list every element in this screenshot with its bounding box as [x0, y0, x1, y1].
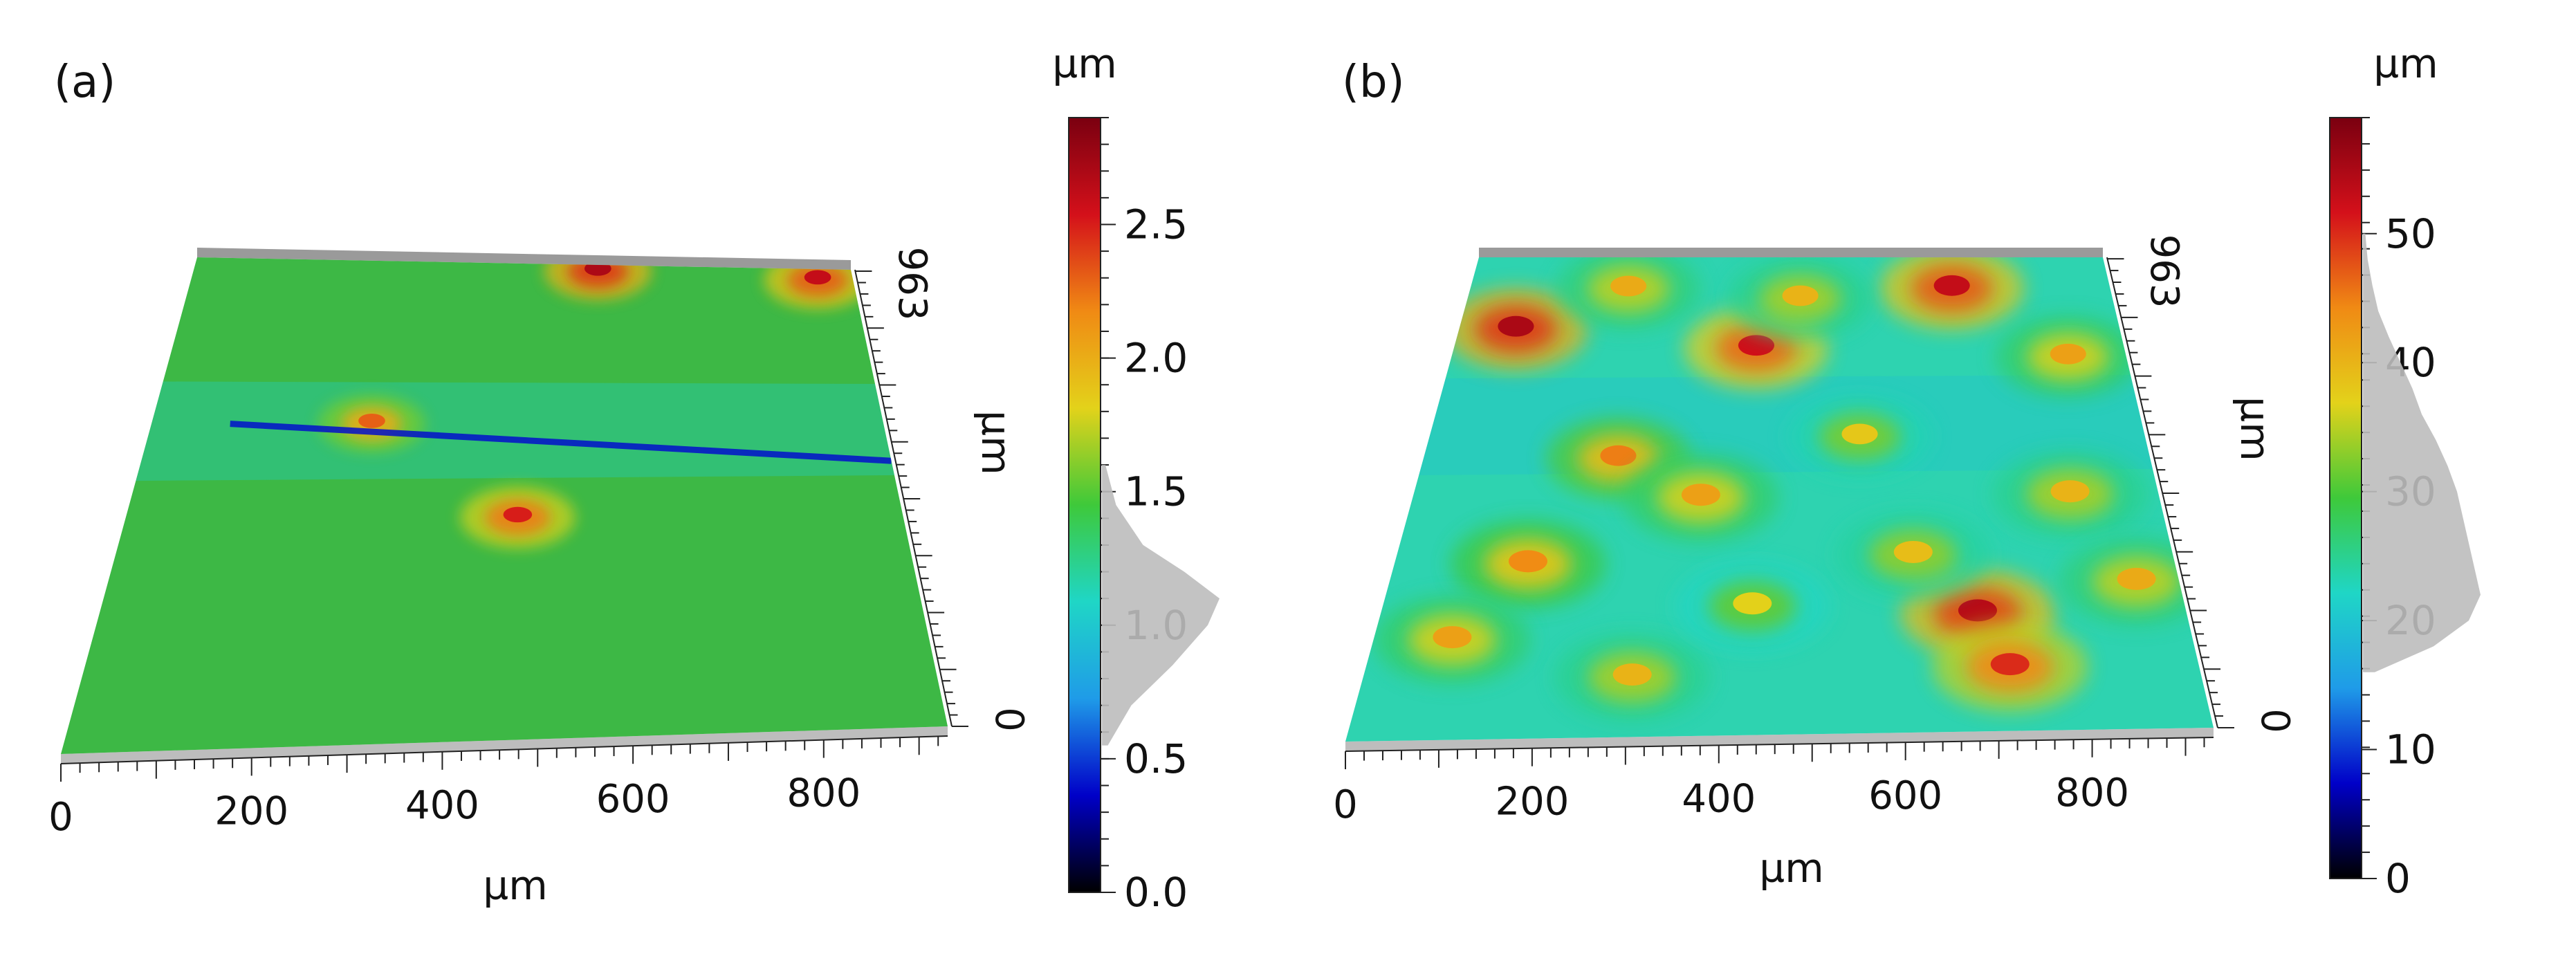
surface-peak-15	[1835, 510, 1991, 599]
surface-peak-16	[1675, 562, 1830, 651]
colorbar-a: µm 0.00.51.01.52.02.5	[1052, 40, 1220, 916]
surface-peak-4	[1932, 623, 2088, 712]
surface-peak-7	[1450, 520, 1606, 609]
surface-front-wall	[61, 726, 948, 764]
x-axis-line	[60, 735, 948, 764]
panel-a: (a) 0 200 400 600 800 µm 0 963 µm µm 0.0 0.5 1.…	[48, 40, 1220, 916]
x-tick-label-600: 600	[1868, 773, 1942, 818]
surface-peak-2	[318, 394, 425, 453]
surface-peak-0	[1444, 288, 1588, 371]
colorbar-a-scale	[1068, 117, 1101, 893]
x-axis-b-label: µm	[1759, 845, 1823, 892]
x-axis-line	[1345, 737, 2214, 752]
surface-peak-9	[1554, 633, 1710, 722]
height-histogram-b	[2363, 233, 2481, 672]
colorbar-a-unit: µm	[1052, 40, 1116, 87]
surface-peak-13	[1996, 315, 2140, 398]
colorbar-tick-1.5: 1.5	[1124, 468, 1188, 515]
colorbar-b-unit: µm	[2373, 40, 2438, 87]
surface-tone-band	[136, 381, 895, 481]
depth-tick-label-0: 0	[2252, 708, 2297, 733]
surface-back-wall	[197, 248, 851, 270]
surface-peak-14	[1556, 257, 1701, 330]
colorbar-tick-50: 50	[2385, 210, 2436, 257]
x-tick-label-0: 0	[48, 795, 73, 840]
x-tick-label-800: 800	[2055, 771, 2129, 816]
x-axis-b: 0 200 400 600 800	[1333, 737, 2214, 827]
depth-axis-b-label: µm	[2232, 396, 2279, 461]
depth-tick-label-0: 0	[986, 707, 1031, 732]
surface-peak-0	[544, 257, 652, 300]
depth-axis-b: 0 963	[2106, 235, 2297, 733]
x-tick-label-200: 200	[1495, 780, 1569, 825]
panel-a-label: (a)	[54, 57, 116, 108]
colorbar-tick-10: 10	[2385, 726, 2436, 773]
colorbar-b-scale	[2329, 117, 2362, 879]
x-tick-label-0: 0	[1333, 782, 1358, 827]
surface-peak-12	[1728, 257, 1873, 340]
x-axis-a-label: µm	[483, 862, 547, 909]
height-histogram-a	[1102, 465, 1220, 746]
x-tick-label-400: 400	[1682, 776, 1756, 821]
surface-peak-6	[1623, 453, 1778, 542]
x-tick-label-400: 400	[405, 783, 479, 828]
surface-peak-8	[1374, 596, 1530, 685]
surface-peak-11	[1787, 395, 1932, 478]
height-histogram-area	[2363, 233, 2481, 672]
surface-peak-10	[1992, 450, 2148, 539]
depth-tick-label-963: 963	[890, 247, 935, 321]
colorbar-tick-2.0: 2.0	[1124, 335, 1188, 382]
surface-peak-3	[460, 486, 576, 549]
colorbar-tick-0: 0	[2385, 855, 2411, 902]
surface-front-wall	[1345, 728, 2214, 751]
colorbar-tick-2.5: 2.5	[1124, 201, 1188, 248]
panel-b-label: (b)	[1342, 57, 1405, 108]
surface-b-features	[1374, 257, 2214, 722]
height-histogram-area	[1102, 465, 1220, 746]
surface-scratch	[230, 421, 892, 464]
depth-axis-line	[2106, 257, 2218, 728]
colorbar-tick-0.5: 0.5	[1124, 735, 1188, 782]
depth-axis-line	[854, 269, 953, 727]
colorbar-b: µm 01020304050	[2329, 40, 2481, 902]
x-tick-label-800: 800	[786, 771, 861, 816]
x-tick-label-600: 600	[596, 777, 670, 822]
surface-back-wall	[1479, 248, 2103, 257]
depth-axis-a: 0 963	[854, 247, 1031, 732]
x-tick-label-200: 200	[214, 789, 288, 834]
depth-axis-a-label: µm	[973, 410, 1020, 475]
x-axis-a: 0 200 400 600 800	[48, 735, 948, 840]
surface-peak-2	[1879, 257, 2024, 330]
depth-tick-label-963: 963	[2142, 235, 2187, 309]
colorbar-tick-0.0: 0.0	[1124, 869, 1188, 916]
